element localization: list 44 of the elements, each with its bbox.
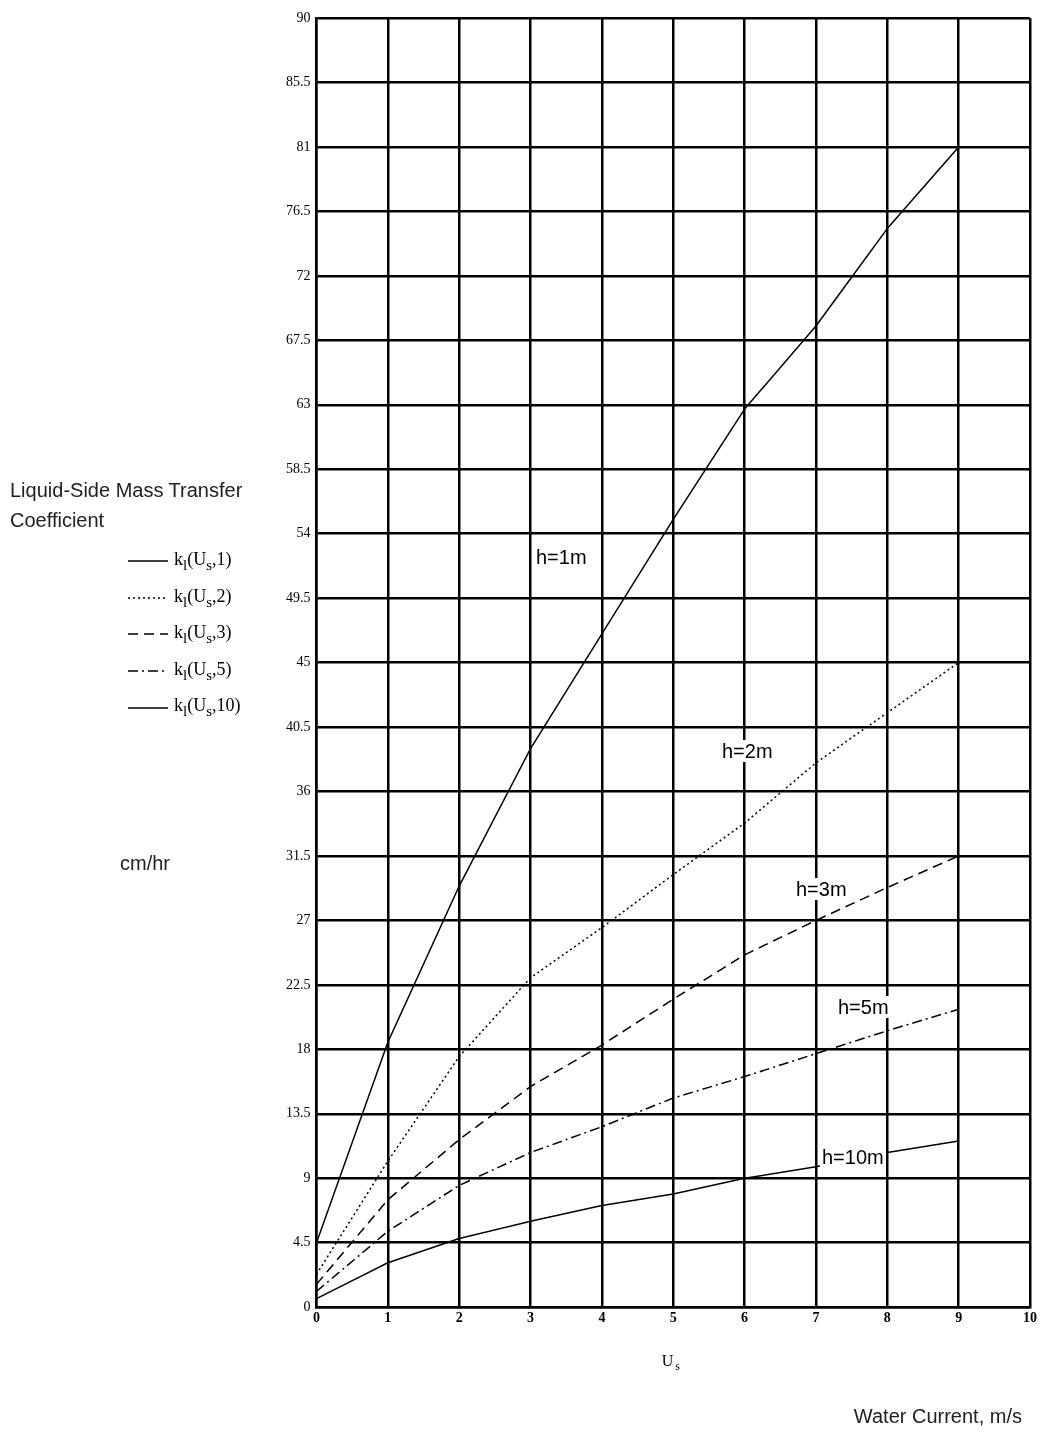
y-tick-label: 40.5: [286, 718, 311, 734]
x-tick-label: 9: [955, 1310, 963, 1326]
y-tick-label: 49.5: [286, 589, 311, 605]
y-tick-label: 54: [296, 525, 311, 541]
legend-label: k$_{l}$(U$_{s}$,3): [174, 622, 232, 647]
text: Water Current, m/s: [853, 1405, 1022, 1428]
x-tick-label: 8: [883, 1310, 891, 1326]
legend-label: k$_{l}$(U$_{s}$,1): [174, 549, 232, 574]
legend-label: k$_{l}$(U$_{s}$,2): [174, 585, 232, 611]
annotation: h=10m: [820, 1146, 886, 1168]
x-tick-label: 4: [598, 1310, 606, 1326]
x-tick-label: 2: [455, 1310, 463, 1326]
y-tick-label: 22.5: [286, 976, 311, 992]
annotation: h=1m: [534, 546, 589, 568]
y-tick-label: 58.5: [286, 460, 311, 476]
y-tick-label: 85.5: [286, 74, 311, 90]
y-tick-label: 4.5: [293, 1234, 311, 1250]
y-tick-label: 90: [296, 9, 311, 25]
y-tick-label: 13.5: [286, 1105, 311, 1121]
y-axis-title: Liquid-Side Mass Transfer Coefficient: [10, 478, 244, 533]
y-tick-label: 45: [296, 654, 311, 670]
y-tick-label: 81: [296, 138, 311, 154]
y-tick-label: 31.5: [286, 847, 311, 863]
x-tick-label: 3: [527, 1310, 535, 1326]
annotation: h=2m: [720, 740, 775, 762]
y-tick-label: 27: [296, 912, 311, 928]
x-tick-label: 10: [1023, 1310, 1037, 1326]
x-tick-label: 5: [669, 1310, 677, 1326]
y-tick-label: 76.5: [286, 203, 311, 219]
y-tick-label: 63: [296, 396, 311, 412]
annotation: h=3m: [794, 878, 849, 900]
x-tick-label: 1: [384, 1310, 392, 1326]
legend-label: k$_{l}$(U$_{s}$,5): [174, 658, 232, 684]
legend-label: k$_{l}$(U$_{s}$,10): [174, 695, 241, 720]
x-tick-label: 6: [741, 1310, 749, 1326]
annotation: h=5m: [836, 996, 891, 1018]
y-tick-label: 18: [296, 1041, 311, 1057]
y-tick-label: 0: [303, 1298, 311, 1314]
x-tick-label: 7: [812, 1310, 820, 1326]
y-tick-label: 67.5: [286, 331, 311, 347]
text: cm/hr: [120, 852, 170, 875]
y-tick-label: 36: [296, 783, 311, 799]
y-tick-label: 9: [303, 1169, 311, 1185]
y-tick-label: 72: [296, 267, 311, 283]
